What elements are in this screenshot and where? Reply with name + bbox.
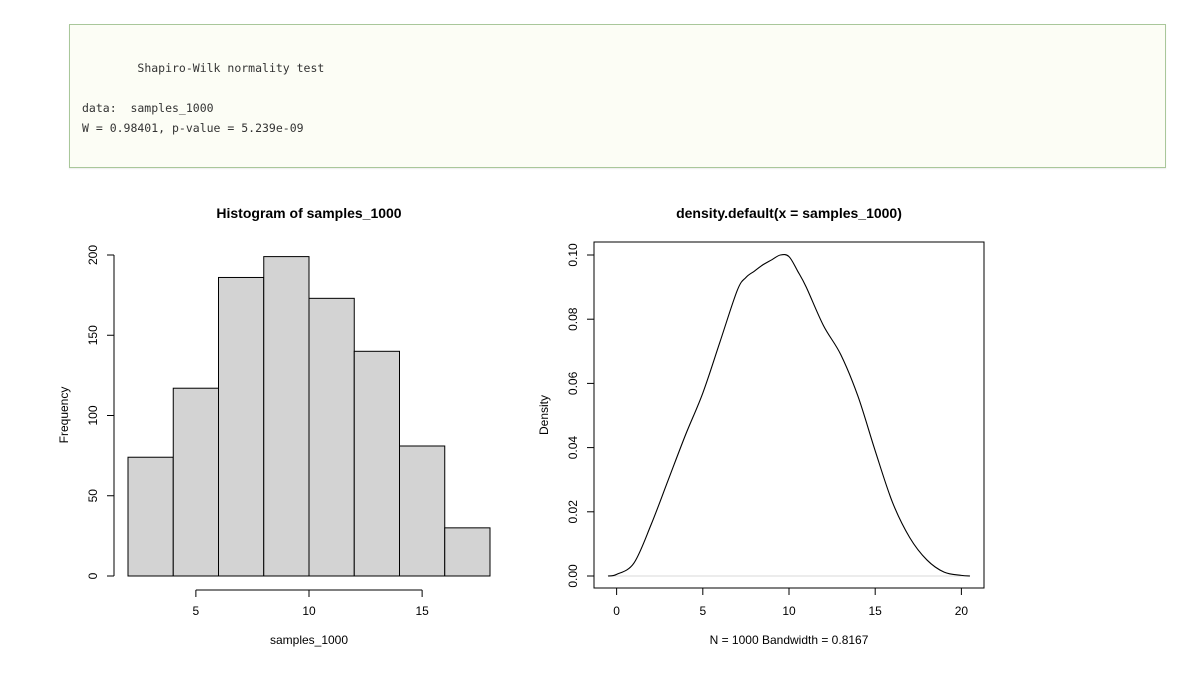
histogram-bar: [353, 350, 400, 577]
histogram-bar: [263, 256, 310, 577]
histogram-x-tick-label: 10: [302, 604, 316, 618]
histogram-x-tick-label: 5: [193, 604, 200, 618]
density-curve: [607, 254, 971, 577]
histogram-bar: [127, 456, 174, 577]
histogram-y-tick-label: 0: [86, 572, 100, 579]
density-x-tick-label: 10: [782, 604, 796, 618]
density-x-tick-label: 20: [955, 604, 969, 618]
density-title: density.default(x = samples_1000): [676, 205, 902, 221]
histogram-title: Histogram of samples_1000: [216, 205, 401, 221]
density-y-tick-label: 0.02: [566, 500, 580, 524]
histogram-y-tick-label: 200: [86, 245, 100, 265]
density-plot: 0 5 10 15 20 0.00 0.02 0.04 0.06 0.08 0.10: [566, 241, 985, 618]
histogram-bar: [399, 445, 446, 577]
data-line: data: samples_1000: [82, 101, 214, 115]
density-x-tick-label: 0: [613, 604, 620, 618]
density-plot-frame: [593, 241, 985, 589]
histogram-bar: [444, 527, 491, 577]
density-x-tick-label: 15: [869, 604, 883, 618]
density-xlabel: N = 1000 Bandwidth = 0.8167: [710, 633, 869, 647]
histogram-y-tick-label: 50: [86, 489, 100, 503]
histogram-y-tick-label: 150: [86, 325, 100, 345]
histogram-ylabel: Frequency: [57, 387, 71, 444]
density-y-tick-label: 0.08: [566, 307, 580, 331]
histogram-x-tick-label: 15: [415, 604, 429, 618]
density-y-tick-label: 0.06: [566, 371, 580, 395]
histogram-bar: [308, 297, 355, 577]
test-name: Shapiro-Wilk normality test: [82, 61, 325, 75]
histogram-bar: [172, 387, 219, 577]
console-output: Shapiro-Wilk normality test data: sample…: [69, 24, 1166, 168]
density-y-tick-label: 0.00: [566, 564, 580, 588]
density-y-tick-label: 0.10: [566, 243, 580, 267]
density-y-tick-label: 0.04: [566, 436, 580, 460]
histogram-bar: [218, 276, 265, 577]
histogram-y-tick-label: 100: [86, 405, 100, 425]
density-x-tick-label: 5: [699, 604, 706, 618]
result-line: W = 0.98401, p-value = 5.239e-09: [82, 121, 304, 135]
density-ylabel: Density: [537, 395, 551, 435]
histogram-xlabel: samples_1000: [270, 633, 348, 647]
